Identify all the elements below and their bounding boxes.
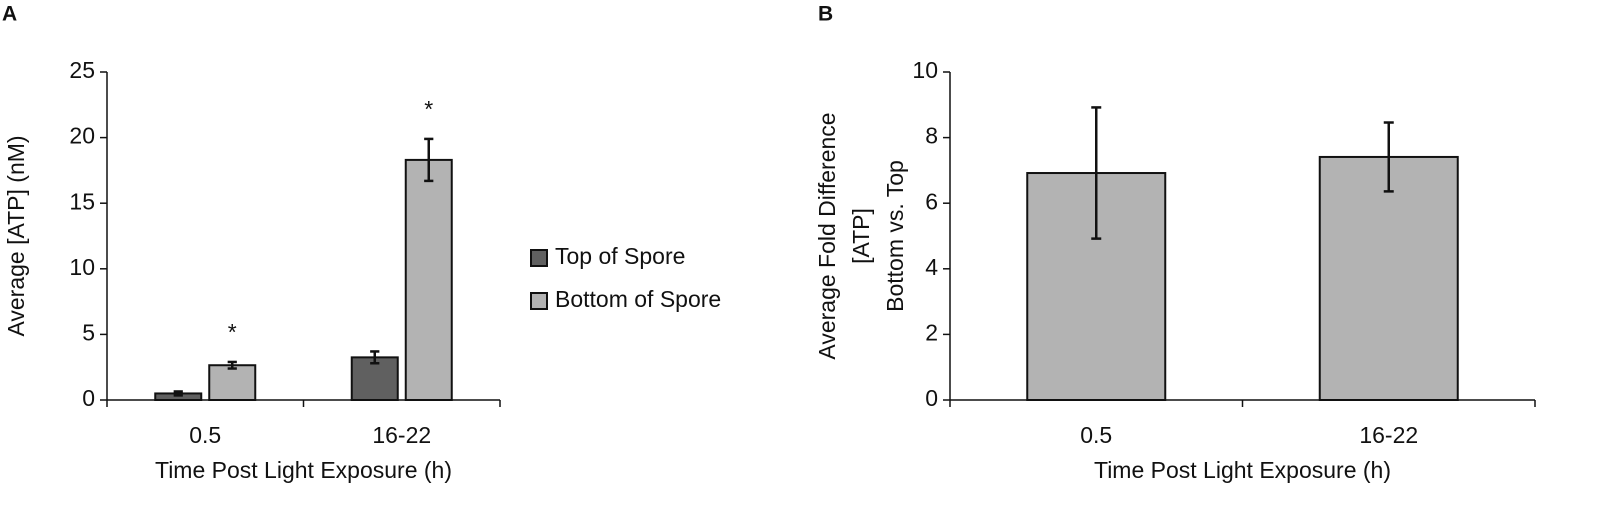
y-tick-label: 20 <box>69 123 95 149</box>
y-tick-label: 2 <box>925 319 938 345</box>
bar <box>350 356 399 401</box>
y-tick-label: 10 <box>912 57 938 83</box>
y-tick-label: 15 <box>69 188 95 214</box>
y-tick-label: 8 <box>925 123 938 149</box>
y-axis-label: [ATP] <box>848 208 874 264</box>
bar <box>208 364 257 401</box>
y-tick-label: 5 <box>82 319 95 345</box>
y-tick-label: 6 <box>925 188 938 214</box>
bar <box>1318 155 1459 401</box>
y-tick-label: 0 <box>925 385 938 411</box>
x-axis-label: Time Post Light Exposure (h) <box>155 457 452 483</box>
x-tick-label: 0.5 <box>189 422 221 448</box>
error-bar <box>424 137 434 183</box>
y-axis-label: Average [ATP] (nM) <box>3 135 29 336</box>
y-tick-label: 0 <box>82 385 95 411</box>
legend-label: Bottom of Spore <box>555 286 721 312</box>
error-bar <box>1383 121 1394 193</box>
x-axis-label: Time Post Light Exposure (h) <box>1094 457 1391 483</box>
error-bar <box>173 390 183 397</box>
y-tick-label: 10 <box>69 254 95 280</box>
error-bar <box>370 350 380 365</box>
x-tick-label: 0.5 <box>1080 422 1112 448</box>
legend-swatch <box>530 292 548 310</box>
y-axis-label: Average Fold Difference <box>814 112 840 359</box>
panel-label: A <box>2 3 17 26</box>
legend-swatch <box>530 249 548 267</box>
error-bar <box>1091 106 1102 240</box>
y-tick-label: 4 <box>925 254 938 280</box>
error-bar <box>227 360 237 370</box>
bar <box>404 158 453 401</box>
panel-label: B <box>818 3 833 26</box>
significance-marker: * <box>228 319 237 345</box>
significance-marker: * <box>424 96 433 122</box>
x-tick-label: 16-22 <box>372 422 431 448</box>
legend-label: Top of Spore <box>555 243 685 269</box>
y-axis-label: Bottom vs. Top <box>882 160 908 312</box>
x-tick-label: 16-22 <box>1359 422 1418 448</box>
y-tick-label: 25 <box>69 57 95 83</box>
